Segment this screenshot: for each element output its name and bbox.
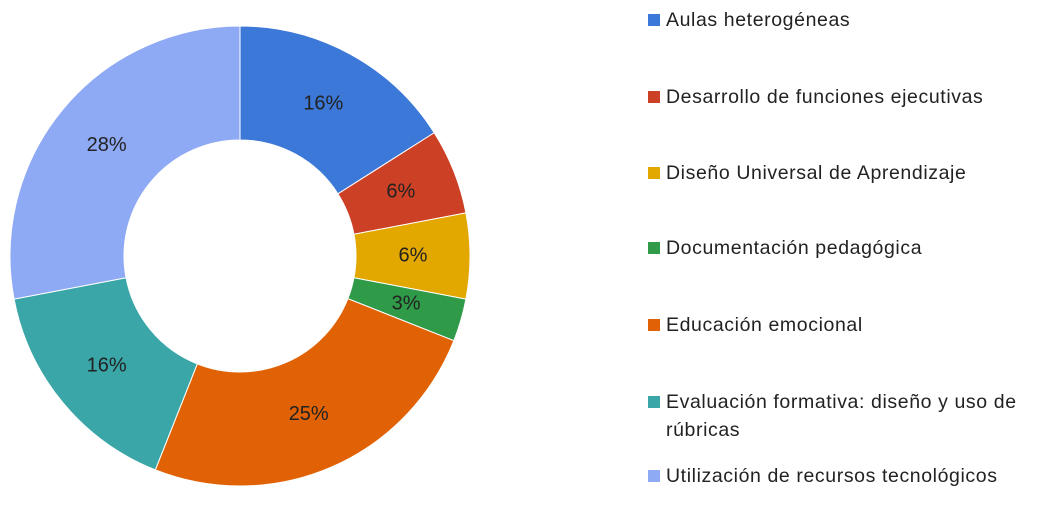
legend-swatch (648, 396, 660, 408)
legend-label: Evaluación formativa: diseño y uso de rú… (666, 391, 1017, 441)
slice (13, 277, 198, 471)
donut: 16% 6% 6% 3% 25% 16% 28% (9, 25, 471, 487)
legend-item: Desarrollo de funciones ejecutivas (648, 83, 1038, 111)
legend-swatch (648, 319, 660, 331)
legend-swatch (648, 242, 660, 254)
legend-swatch (648, 91, 660, 103)
legend-label: Diseño Universal de Aprendizaje (666, 162, 967, 184)
data-label: 25% (289, 403, 329, 425)
slice (9, 25, 241, 300)
legend-swatch (648, 470, 660, 482)
legend-label: Aulas heterogéneas (666, 9, 851, 31)
legend-swatch (648, 167, 660, 179)
data-label: 3% (392, 293, 421, 315)
slice (154, 298, 455, 487)
legend-item: Diseño Universal de Aprendizaje (648, 159, 1038, 187)
legend-swatch (648, 14, 660, 26)
legend-label: Documentación pedagógica (666, 237, 923, 259)
legend-label: Educación emocional (666, 314, 863, 336)
legend-label: Desarrollo de funciones ejecutivas (666, 86, 984, 108)
legend-item: Documentación pedagógica (648, 234, 1038, 262)
data-label: 16% (303, 93, 343, 115)
legend-item: Evaluación formativa: diseño y uso de rú… (648, 388, 1038, 444)
data-label: 6% (386, 181, 415, 203)
data-label: 28% (87, 134, 127, 156)
slice (239, 25, 435, 195)
legend-item: Educación emocional (648, 311, 1038, 339)
data-label: 6% (399, 244, 428, 266)
data-label: 16% (87, 355, 127, 377)
legend-item: Utilización de recursos tecnológicos (648, 462, 1038, 490)
legend-item: Aulas heterogéneas (648, 6, 1038, 34)
legend-label: Utilización de recursos tecnológicos (666, 465, 998, 487)
